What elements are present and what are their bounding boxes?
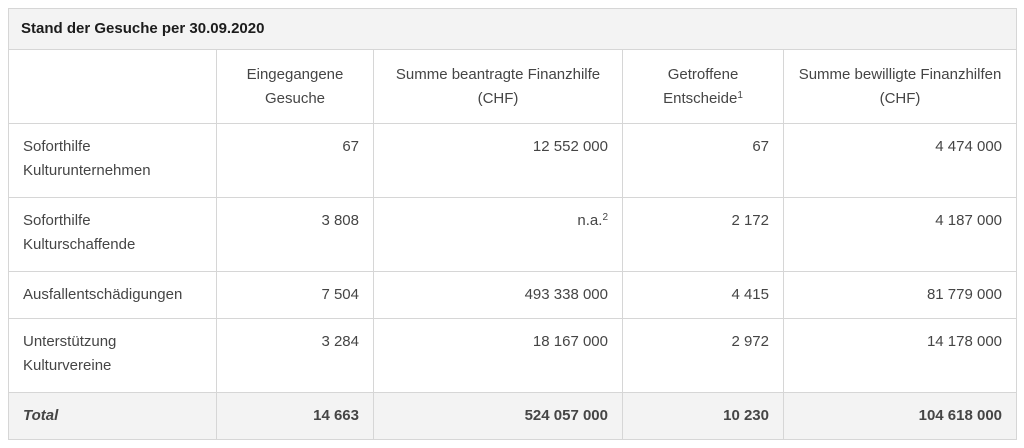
cell-getroffene-entscheide-total: 10 230 <box>622 392 784 440</box>
column-header-eingegangene-gesuche: Eingegangene Gesuche <box>216 49 374 124</box>
cell-eingegangene-gesuche-total: 14 663 <box>216 392 374 440</box>
cell-beantragte-finanzhilfe-total: 524 057 000 <box>373 392 623 440</box>
cell-eingegangene-gesuche: 3 284 <box>216 318 374 393</box>
cell-bewilligte-finanzhilfen: 4 187 000 <box>782 197 1018 272</box>
cell-beantragte-finanzhilfe: 18 167 000 <box>373 318 623 393</box>
column-header-beantragte-finanzhilfe: Summe beantragte Finanzhilfe (CHF) <box>373 49 623 124</box>
column-header-label: Summe bewilligte Finanzhilfen (CHF) <box>798 65 1002 107</box>
cell-getroffene-entscheide: 4 415 <box>622 271 784 319</box>
cell-eingegangene-gesuche: 7 504 <box>216 271 374 319</box>
cell-bewilligte-finanzhilfen-total: 104 618 000 <box>782 392 1018 440</box>
table-title: Stand der Gesuche per 30.09.2020 <box>7 8 1018 50</box>
row-label: Unterstützung Kulturvereine <box>8 318 217 393</box>
column-header-label: Eingegangene Gesuche <box>246 65 344 107</box>
na-value: n.a. <box>577 212 603 229</box>
table-row-ausfallentschaedigungen: Ausfallentschädigungen 7 504 493 338 000… <box>8 271 1018 319</box>
row-label: Ausfallentschädigungen <box>8 271 217 319</box>
table-title-row: Stand der Gesuche per 30.09.2020 <box>7 8 1018 50</box>
row-label: Soforthilfe Kulturunternehmen <box>8 123 217 198</box>
row-label-total: Total <box>8 392 217 440</box>
table-row-total: Total 14 663 524 057 000 10 230 104 618 … <box>8 392 1018 440</box>
cell-beantragte-finanzhilfe: n.a.2 <box>373 197 623 272</box>
cell-bewilligte-finanzhilfen: 4 474 000 <box>782 123 1018 198</box>
cell-bewilligte-finanzhilfen: 14 178 000 <box>782 318 1018 393</box>
column-header-getroffene-entscheide: Getroffene Entscheide1 <box>622 49 784 124</box>
cell-getroffene-entscheide: 2 172 <box>622 197 784 272</box>
column-header-label: Getroffene Entscheide <box>663 65 739 107</box>
cell-bewilligte-finanzhilfen: 81 779 000 <box>782 271 1018 319</box>
gesuche-status-table: Stand der Gesuche per 30.09.2020 Eingega… <box>7 8 1018 440</box>
column-header-empty <box>8 49 217 124</box>
table-row-soforthilfe-kulturschaffende: Soforthilfe Kulturschaffende 3 808 n.a.2… <box>8 197 1018 272</box>
column-header-row: Eingegangene Gesuche Summe beantragte Fi… <box>8 49 1018 124</box>
cell-eingegangene-gesuche: 67 <box>216 123 374 198</box>
cell-getroffene-entscheide: 2 972 <box>622 318 784 393</box>
footnote-marker-1: 1 <box>737 89 743 101</box>
table-row-unterstuetzung-kulturvereine: Unterstützung Kulturvereine 3 284 18 167… <box>8 318 1018 393</box>
footnote-marker-2: 2 <box>602 212 608 223</box>
cell-beantragte-finanzhilfe: 12 552 000 <box>373 123 623 198</box>
row-label: Soforthilfe Kulturschaffende <box>8 197 217 272</box>
table-row-soforthilfe-kulturunternehmen: Soforthilfe Kulturunternehmen 67 12 552 … <box>8 123 1018 198</box>
cell-beantragte-finanzhilfe: 493 338 000 <box>373 271 623 319</box>
cell-eingegangene-gesuche: 3 808 <box>216 197 374 272</box>
column-header-label: Summe beantragte Finanzhilfe (CHF) <box>395 65 601 107</box>
cell-getroffene-entscheide: 67 <box>622 123 784 198</box>
column-header-bewilligte-finanzhilfen: Summe bewilligte Finanzhilfen (CHF) <box>782 49 1018 124</box>
